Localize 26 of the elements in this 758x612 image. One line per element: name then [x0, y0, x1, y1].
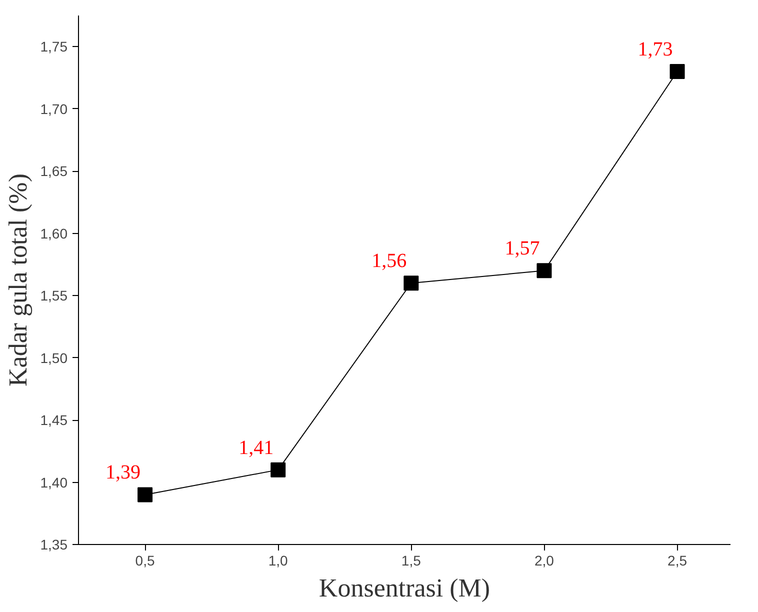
- point: [138, 487, 153, 502]
- y-tick-label: 1,60: [40, 225, 68, 242]
- data-label: 1,57: [504, 238, 540, 260]
- data-label: 1,56: [372, 250, 407, 272]
- y-tick-label: 1,55: [40, 288, 68, 304]
- y-tick-label: 1,45: [40, 412, 68, 428]
- x-tick-label: 1,5: [401, 552, 422, 568]
- point: [670, 64, 685, 80]
- y-tick-label: 1,35: [40, 536, 68, 552]
- y-axis-title: Kadar gula total (%): [3, 174, 32, 386]
- data-label: 1,39: [106, 462, 141, 484]
- point: [270, 462, 286, 478]
- y-tick-label: 1,40: [40, 474, 68, 490]
- point: [404, 276, 419, 291]
- x-tick-label: 0,5: [135, 552, 155, 568]
- y-tick-label: 1,75: [40, 38, 68, 55]
- data-label: 1,41: [238, 436, 274, 459]
- y-tick-label: 1,70: [40, 100, 68, 117]
- x-tick-label: 2,5: [668, 552, 688, 568]
- point: [536, 263, 552, 278]
- x-axis-title: Konsentrasi (M): [318, 574, 490, 602]
- x-tick-label: 1,0: [268, 552, 288, 568]
- x-tick-label: 2,0: [534, 552, 554, 568]
- y-tick-label: 1,65: [40, 163, 68, 180]
- data-label: 1,73: [638, 38, 673, 61]
- y-tick-label: 1,50: [40, 350, 68, 366]
